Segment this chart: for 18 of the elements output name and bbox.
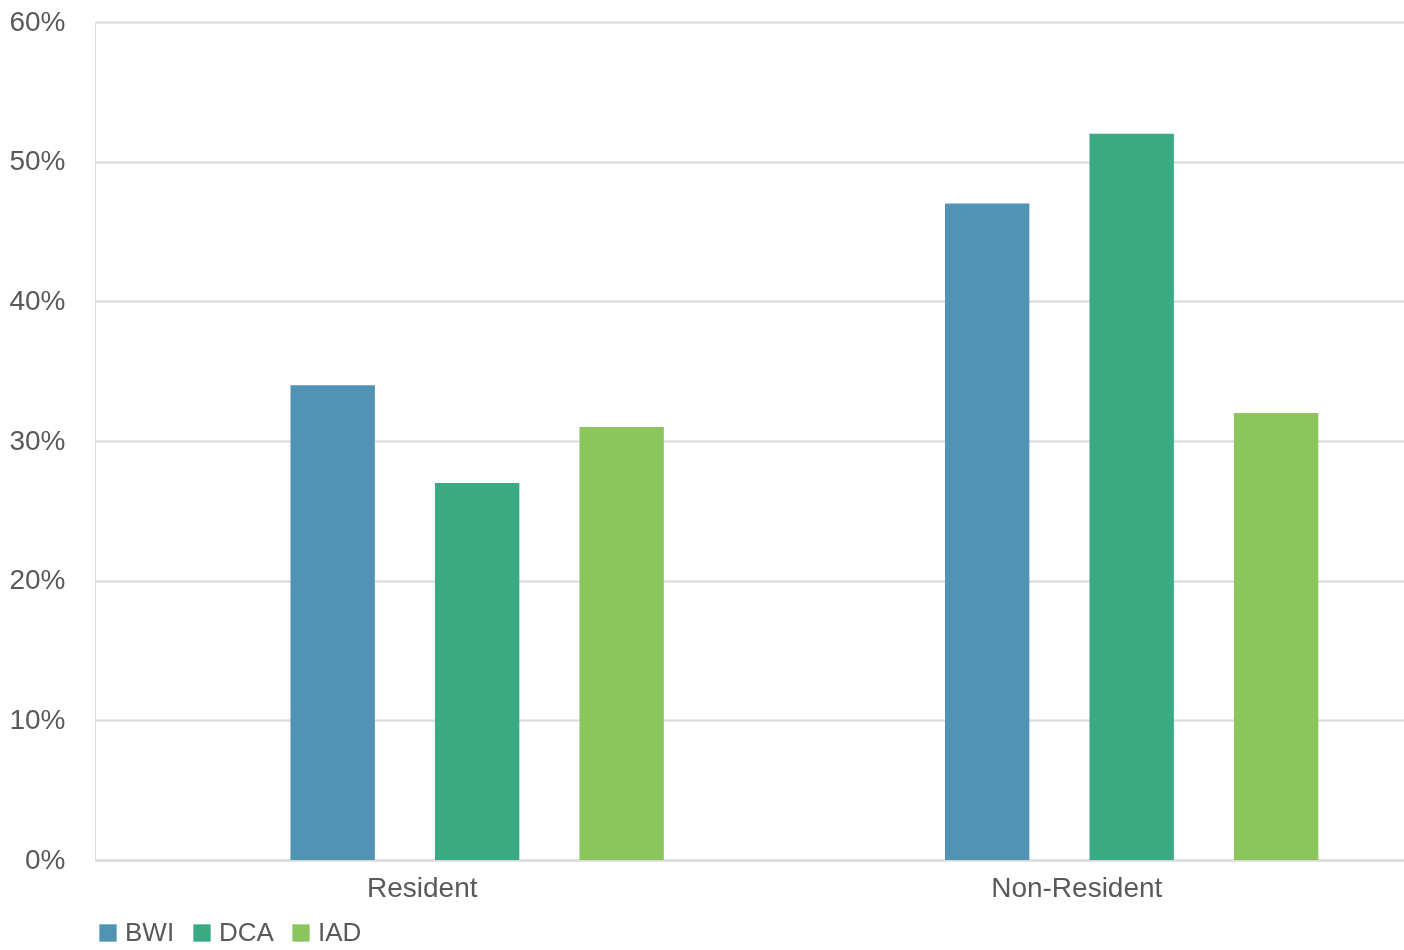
y-tick-label: 40% — [9, 284, 66, 316]
y-tick-label: 30% — [9, 424, 66, 456]
bar — [290, 385, 375, 860]
y-tick-label: 10% — [9, 703, 66, 735]
legend-label: BWI — [125, 917, 175, 947]
y-tick-label: 20% — [9, 564, 66, 596]
bar — [944, 203, 1030, 860]
x-tick-label: Non-Resident — [991, 871, 1163, 903]
legend-label: IAD — [318, 917, 362, 947]
bar — [434, 482, 520, 860]
bar — [1233, 413, 1319, 860]
y-tick-label: 0% — [25, 843, 66, 875]
legend-label: DCA — [219, 917, 275, 947]
y-tick-label: 60% — [9, 5, 66, 37]
x-tick-label: Resident — [366, 871, 478, 903]
bar — [1089, 133, 1174, 860]
y-tick-label: 50% — [9, 145, 66, 177]
bar — [579, 427, 664, 860]
